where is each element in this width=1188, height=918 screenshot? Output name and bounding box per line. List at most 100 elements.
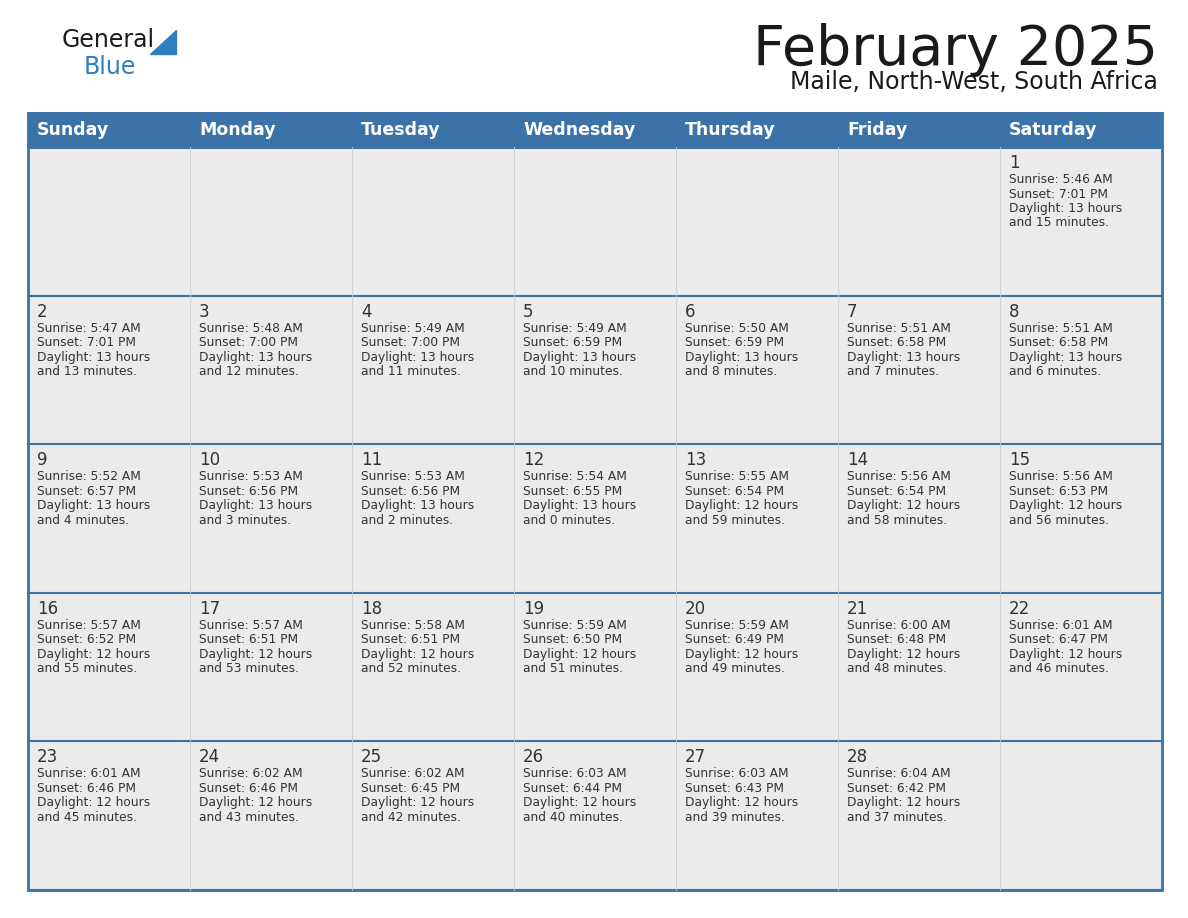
Bar bbox=[29, 742, 190, 890]
Text: Sunset: 6:46 PM: Sunset: 6:46 PM bbox=[37, 782, 135, 795]
Text: 12: 12 bbox=[523, 452, 544, 469]
Text: Sunset: 6:44 PM: Sunset: 6:44 PM bbox=[523, 782, 623, 795]
Text: Daylight: 13 hours: Daylight: 13 hours bbox=[37, 499, 150, 512]
Text: and 11 minutes.: and 11 minutes. bbox=[361, 365, 461, 378]
Text: 21: 21 bbox=[847, 599, 868, 618]
Bar bbox=[352, 742, 514, 890]
Text: Sunrise: 5:50 AM: Sunrise: 5:50 AM bbox=[685, 321, 789, 334]
Bar bbox=[514, 593, 676, 742]
Text: Sunrise: 5:54 AM: Sunrise: 5:54 AM bbox=[523, 470, 627, 483]
Text: Sunrise: 5:47 AM: Sunrise: 5:47 AM bbox=[37, 321, 140, 334]
Bar bbox=[838, 742, 1000, 890]
Text: and 51 minutes.: and 51 minutes. bbox=[523, 662, 623, 676]
Text: Sunset: 7:01 PM: Sunset: 7:01 PM bbox=[37, 336, 135, 349]
Text: Sunrise: 5:49 AM: Sunrise: 5:49 AM bbox=[361, 321, 465, 334]
Bar bbox=[190, 593, 352, 742]
Text: 27: 27 bbox=[685, 748, 706, 767]
Text: 26: 26 bbox=[523, 748, 544, 767]
Bar bbox=[29, 147, 190, 296]
Text: 15: 15 bbox=[1009, 452, 1030, 469]
Text: Sunrise: 6:02 AM: Sunrise: 6:02 AM bbox=[200, 767, 303, 780]
Text: Daylight: 12 hours: Daylight: 12 hours bbox=[1009, 499, 1123, 512]
Text: and 8 minutes.: and 8 minutes. bbox=[685, 365, 777, 378]
Text: 19: 19 bbox=[523, 599, 544, 618]
Text: Daylight: 12 hours: Daylight: 12 hours bbox=[685, 499, 798, 512]
Text: Sunset: 6:47 PM: Sunset: 6:47 PM bbox=[1009, 633, 1108, 646]
Text: Wednesday: Wednesday bbox=[523, 121, 636, 139]
Text: and 53 minutes.: and 53 minutes. bbox=[200, 662, 299, 676]
Bar bbox=[676, 296, 838, 444]
Text: 2: 2 bbox=[37, 303, 48, 320]
Bar bbox=[1000, 113, 1162, 147]
Text: Blue: Blue bbox=[84, 55, 137, 79]
Text: Daylight: 13 hours: Daylight: 13 hours bbox=[361, 351, 474, 364]
Text: Sunset: 6:53 PM: Sunset: 6:53 PM bbox=[1009, 485, 1108, 498]
Text: Sunrise: 5:51 AM: Sunrise: 5:51 AM bbox=[847, 321, 950, 334]
Bar bbox=[352, 444, 514, 593]
Text: 28: 28 bbox=[847, 748, 868, 767]
Bar bbox=[676, 593, 838, 742]
Text: Sunset: 6:57 PM: Sunset: 6:57 PM bbox=[37, 485, 137, 498]
Text: 11: 11 bbox=[361, 452, 383, 469]
Bar bbox=[838, 296, 1000, 444]
Text: Daylight: 13 hours: Daylight: 13 hours bbox=[523, 351, 637, 364]
Text: and 49 minutes.: and 49 minutes. bbox=[685, 662, 785, 676]
Text: Sunrise: 6:01 AM: Sunrise: 6:01 AM bbox=[37, 767, 140, 780]
Text: Sunset: 7:00 PM: Sunset: 7:00 PM bbox=[361, 336, 460, 349]
Text: and 10 minutes.: and 10 minutes. bbox=[523, 365, 623, 378]
Text: and 7 minutes.: and 7 minutes. bbox=[847, 365, 940, 378]
Text: Daylight: 13 hours: Daylight: 13 hours bbox=[361, 499, 474, 512]
Text: Sunset: 6:55 PM: Sunset: 6:55 PM bbox=[523, 485, 623, 498]
Text: Sunset: 6:43 PM: Sunset: 6:43 PM bbox=[685, 782, 784, 795]
Text: Daylight: 12 hours: Daylight: 12 hours bbox=[523, 648, 637, 661]
Text: Daylight: 12 hours: Daylight: 12 hours bbox=[685, 797, 798, 810]
Bar bbox=[190, 296, 352, 444]
Text: Sunrise: 5:51 AM: Sunrise: 5:51 AM bbox=[1009, 321, 1113, 334]
Text: Daylight: 13 hours: Daylight: 13 hours bbox=[847, 351, 960, 364]
Text: Sunset: 7:01 PM: Sunset: 7:01 PM bbox=[1009, 187, 1108, 200]
Text: Sunset: 6:58 PM: Sunset: 6:58 PM bbox=[847, 336, 947, 349]
Bar bbox=[1000, 296, 1162, 444]
Text: and 3 minutes.: and 3 minutes. bbox=[200, 514, 291, 527]
Bar bbox=[29, 113, 190, 147]
Text: Daylight: 13 hours: Daylight: 13 hours bbox=[1009, 202, 1123, 215]
Text: Daylight: 13 hours: Daylight: 13 hours bbox=[37, 351, 150, 364]
Bar bbox=[352, 296, 514, 444]
Text: Sunset: 6:56 PM: Sunset: 6:56 PM bbox=[361, 485, 460, 498]
Bar bbox=[352, 113, 514, 147]
Text: Sunset: 6:42 PM: Sunset: 6:42 PM bbox=[847, 782, 946, 795]
Text: Sunset: 6:45 PM: Sunset: 6:45 PM bbox=[361, 782, 460, 795]
Text: Sunset: 6:56 PM: Sunset: 6:56 PM bbox=[200, 485, 298, 498]
Text: and 2 minutes.: and 2 minutes. bbox=[361, 514, 453, 527]
Text: Sunset: 6:59 PM: Sunset: 6:59 PM bbox=[685, 336, 784, 349]
Text: Daylight: 13 hours: Daylight: 13 hours bbox=[685, 351, 798, 364]
Bar bbox=[29, 113, 1162, 890]
Text: 16: 16 bbox=[37, 599, 58, 618]
Text: and 0 minutes.: and 0 minutes. bbox=[523, 514, 615, 527]
Text: 24: 24 bbox=[200, 748, 220, 767]
Text: Sunrise: 5:56 AM: Sunrise: 5:56 AM bbox=[847, 470, 950, 483]
Text: Sunrise: 5:53 AM: Sunrise: 5:53 AM bbox=[361, 470, 465, 483]
Text: Daylight: 12 hours: Daylight: 12 hours bbox=[200, 797, 312, 810]
Text: and 52 minutes.: and 52 minutes. bbox=[361, 662, 461, 676]
Text: Tuesday: Tuesday bbox=[361, 121, 441, 139]
Text: Sunrise: 6:01 AM: Sunrise: 6:01 AM bbox=[1009, 619, 1113, 632]
Text: Sunrise: 5:57 AM: Sunrise: 5:57 AM bbox=[37, 619, 141, 632]
Text: and 56 minutes.: and 56 minutes. bbox=[1009, 514, 1110, 527]
Bar bbox=[190, 742, 352, 890]
Text: Daylight: 12 hours: Daylight: 12 hours bbox=[847, 797, 960, 810]
Text: Sunset: 6:54 PM: Sunset: 6:54 PM bbox=[685, 485, 784, 498]
Bar bbox=[838, 593, 1000, 742]
Text: Daylight: 12 hours: Daylight: 12 hours bbox=[37, 648, 150, 661]
Text: 4: 4 bbox=[361, 303, 372, 320]
Text: Saturday: Saturday bbox=[1009, 121, 1098, 139]
Text: and 46 minutes.: and 46 minutes. bbox=[1009, 662, 1108, 676]
Text: Daylight: 12 hours: Daylight: 12 hours bbox=[361, 648, 474, 661]
Bar bbox=[190, 147, 352, 296]
Text: Sunrise: 6:02 AM: Sunrise: 6:02 AM bbox=[361, 767, 465, 780]
Text: Sunrise: 5:59 AM: Sunrise: 5:59 AM bbox=[523, 619, 627, 632]
Text: Daylight: 12 hours: Daylight: 12 hours bbox=[523, 797, 637, 810]
Text: Daylight: 12 hours: Daylight: 12 hours bbox=[1009, 648, 1123, 661]
Text: and 48 minutes.: and 48 minutes. bbox=[847, 662, 947, 676]
Bar bbox=[29, 593, 190, 742]
